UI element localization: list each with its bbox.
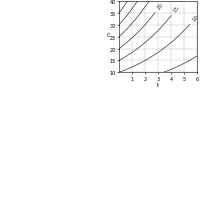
Text: 20: 20: [156, 2, 164, 11]
X-axis label: t: t: [157, 83, 159, 88]
Text: 15: 15: [172, 5, 181, 14]
Text: 10: 10: [191, 14, 200, 23]
Y-axis label: C: C: [106, 33, 110, 38]
